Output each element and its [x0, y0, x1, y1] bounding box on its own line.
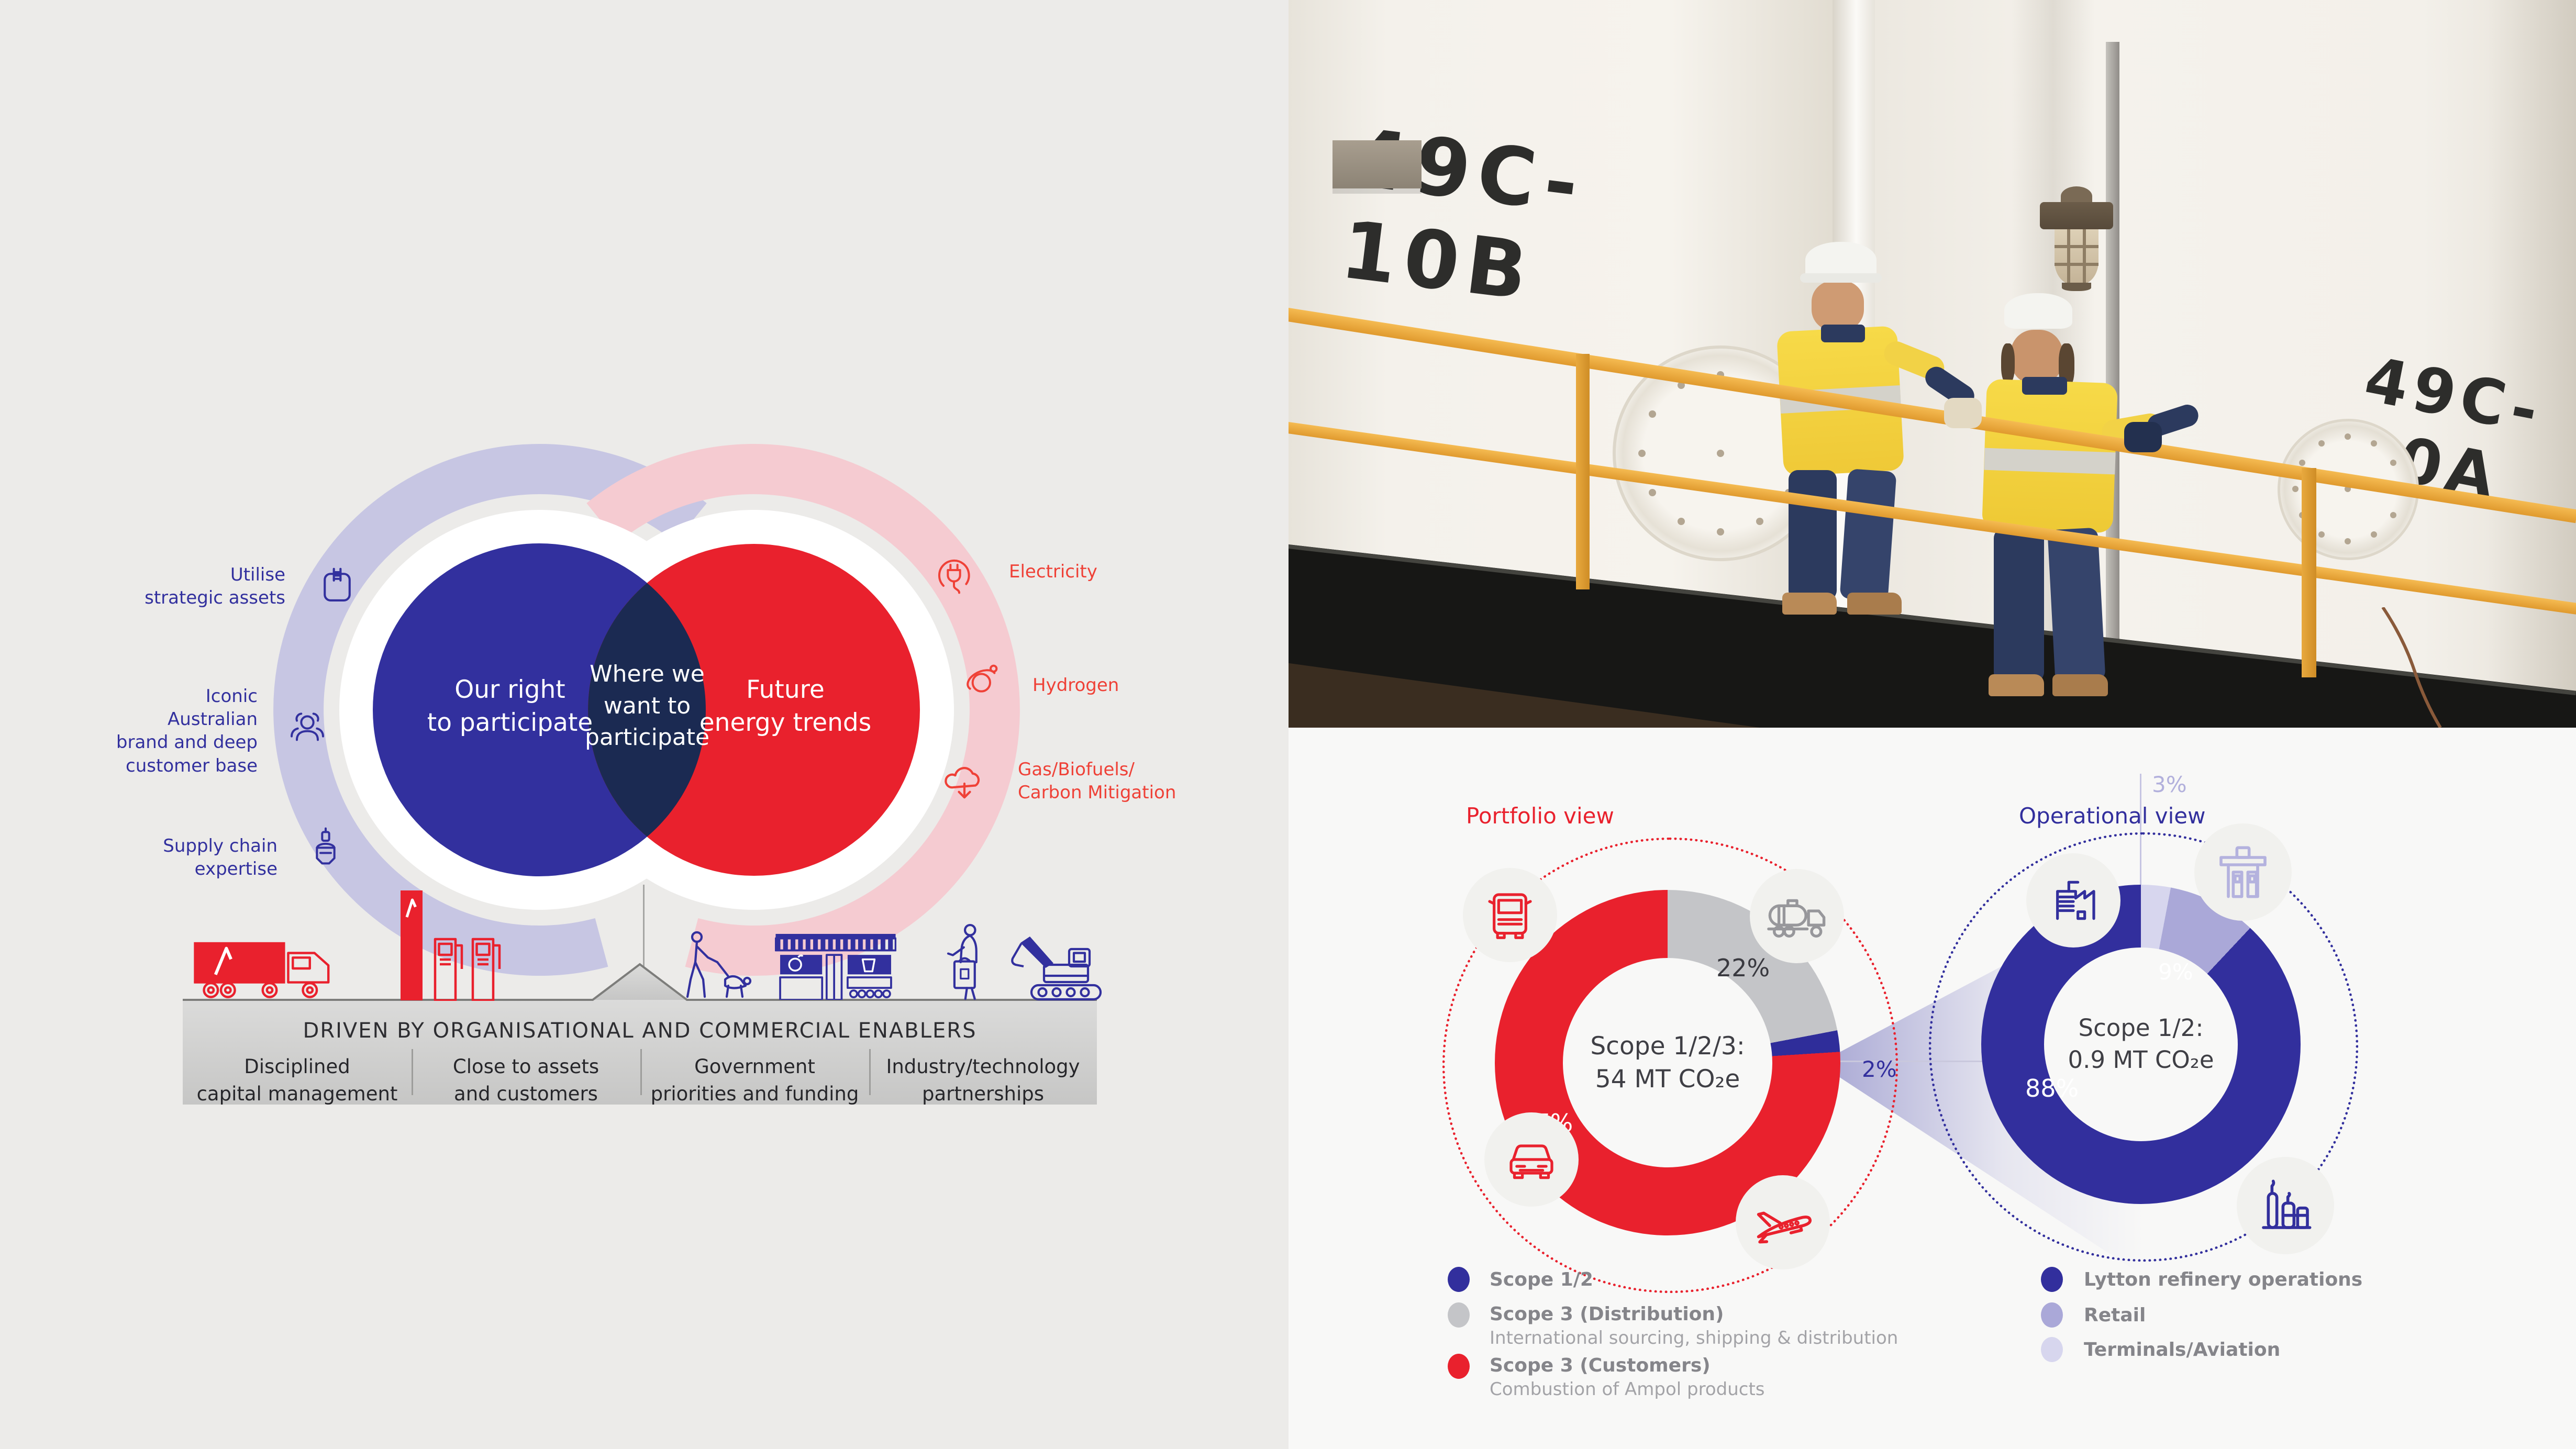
tanker-truck-icon [1767, 899, 1826, 938]
factory-icon [2056, 880, 2095, 920]
airplane-icon [1757, 1211, 1812, 1244]
venn-left-circle-label: Our right to participate [427, 675, 593, 738]
operational-dotted-ring [1929, 832, 2358, 1262]
light-pole [2106, 42, 2119, 691]
refinery-photo: 49C-10B 49C-10A [1289, 0, 2576, 728]
enabler-partnerships: Industry/technology partnerships [886, 1055, 1080, 1105]
legend-dot-retail [2041, 1302, 2063, 1328]
legend-label-refinery: Lytton refinery operations [2084, 1269, 2363, 1290]
fuel-station-illustration [401, 890, 501, 1001]
operational-pct-refinery: 88% [2025, 1074, 2079, 1102]
tank-right [1875, 0, 2576, 728]
venn-label-electricity: Electricity [1009, 561, 1097, 582]
venn-label-brand: Iconic Australian brand and deep custome… [116, 686, 258, 776]
venn-label-hydrogen: Hydrogen [1032, 675, 1119, 696]
enabler-capital: Disciplined capital management [196, 1055, 398, 1105]
railing-post [1576, 354, 1590, 589]
tanker-bubble [1750, 869, 1844, 963]
conduit-wire [2381, 607, 2442, 728]
operational-center-label: Scope 1/2: 0.9 MT CO₂e [2068, 1014, 2214, 1074]
venn-overlap [588, 583, 706, 837]
worker-left [1759, 241, 1979, 615]
legend-label-scope12: Scope 1/2 [1490, 1269, 1593, 1290]
enabler-government: Government priorities and funding [650, 1055, 859, 1105]
enabler-divider [869, 1049, 871, 1095]
portfolio-center-label: Scope 1/2/3: 54 MT CO₂e [1590, 1031, 1745, 1094]
store-illustration [775, 934, 896, 1000]
refinery-bubble [2237, 1157, 2334, 1254]
legend-label-customers: Scope 3 (Customers) [1490, 1355, 1711, 1376]
refinery-icon [2262, 1179, 2312, 1229]
enabler-divider [640, 1049, 642, 1095]
excavator-illustration [1011, 937, 1102, 1001]
fuel-tank-icon [324, 567, 351, 601]
legend-sub-customers: Combustion of Ampol products [1490, 1379, 1765, 1400]
strategy-diagram-section: Our right to participate Where we want t… [116, 444, 1176, 1105]
operational-pct-terminals: 3% [2152, 772, 2187, 797]
portfolio-pct-scope12: 2% [1862, 1056, 1897, 1082]
operational-pct-retail: 9% [2158, 959, 2193, 985]
venn-arc-right [586, 444, 1020, 976]
legend-label-distribution: Scope 3 (Distribution) [1490, 1303, 1724, 1325]
venn-diagram [273, 444, 1020, 976]
enabler-assets: Close to assets and customers [452, 1055, 599, 1105]
railing-post [2302, 468, 2316, 677]
legend-dot-refinery [2041, 1267, 2063, 1292]
shopper-illustration [947, 923, 978, 1000]
venn-label-strategic-assets: Utilise strategic assets [145, 564, 285, 609]
enablers-banner-shape [183, 963, 1097, 1105]
portfolio-pct-distribution: 22% [1716, 954, 1770, 982]
terminals-tick-line [2140, 774, 2141, 886]
car-icon [1509, 1144, 1553, 1179]
electricity-plug-icon [938, 559, 970, 594]
petrol-station-bubble [2194, 823, 2292, 921]
portfolio-donut-center: Scope 1/2/3: 54 MT CO₂e [1563, 958, 1772, 1167]
legend-label-terminals: Terminals/Aviation [2084, 1339, 2281, 1361]
venn-arc-left [273, 444, 707, 976]
bus-bubble [1463, 868, 1557, 962]
portfolio-title: Portfolio view [1466, 803, 1614, 829]
venn-label-supply-chain: Supply chain expertise [163, 835, 277, 880]
hydrogen-atom-icon [967, 664, 998, 693]
operational-donut-center: Scope 1/2: 0.9 MT CO₂e [2044, 948, 2238, 1141]
carbon-mitigation-cloud-icon [945, 767, 980, 799]
legend-dot-distribution [1448, 1302, 1470, 1328]
venn-overlap-label: Where we want to participate [584, 661, 710, 751]
petrol-station-icon [2219, 846, 2267, 898]
portfolio-dotted-ring [1442, 838, 1898, 1293]
factory-bubble [2026, 853, 2120, 948]
worker-right-glove [2124, 422, 2162, 452]
venn-connector-line [643, 885, 645, 967]
tank-junction-box [1333, 140, 1422, 188]
legend-sub-distribution: International sourcing, shipping & distr… [1490, 1328, 1898, 1348]
ship-icon [316, 827, 336, 865]
legend-dot-terminals [2041, 1337, 2063, 1362]
dog-walker-illustration [686, 931, 752, 998]
car-bubble [1484, 1112, 1579, 1207]
enablers-title: DRIVEN BY ORGANISATIONAL AND COMMERCIAL … [303, 1019, 977, 1043]
plane-bubble [1736, 1175, 1830, 1269]
worker-right [1974, 293, 2202, 696]
tank-far-right-edge [2488, 0, 2576, 728]
truck-illustration [194, 942, 330, 998]
operational-title: Operational view [2019, 803, 2206, 829]
enabler-divider [412, 1049, 413, 1095]
customers-icon [291, 712, 324, 741]
venn-right-circle-label: Future energy trends [699, 675, 872, 738]
venn-label-gas-biofuels: Gas/Biofuels/ Carbon Mitigation [1018, 759, 1176, 804]
legend-dot-scope12 [1448, 1267, 1470, 1292]
legend-dot-customers [1448, 1354, 1470, 1379]
floodlight [2040, 186, 2113, 296]
legend-label-retail: Retail [2084, 1305, 2146, 1326]
bus-icon [1488, 893, 1532, 939]
worker-left-glove [1944, 398, 1982, 428]
